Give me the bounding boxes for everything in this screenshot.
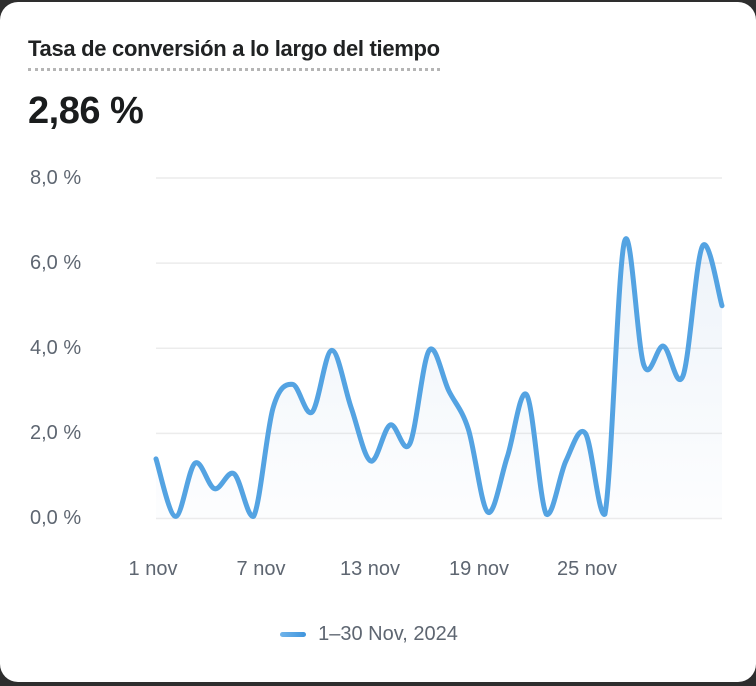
series-line <box>153 236 725 519</box>
kpi-conversion-rate: 2,86 % <box>28 90 144 132</box>
y-tick-label: 8,0 % <box>30 167 82 189</box>
x-tick-label: 1 nov <box>128 558 178 580</box>
legend-line-swatch-icon <box>280 631 307 637</box>
x-tick-label: 13 nov <box>339 558 401 580</box>
y-tick-label: 2,0 % <box>30 422 82 444</box>
legend-label: 1–30 Nov, 2024 <box>318 623 458 645</box>
chart-title[interactable]: Tasa de conversión a lo largo del tiempo <box>28 35 440 71</box>
y-tick-label: 6,0 % <box>30 252 82 274</box>
x-tick-label: 19 nov <box>448 558 510 580</box>
y-tick-label: 0,0 % <box>30 507 82 529</box>
series-area-fill <box>156 238 722 519</box>
x-tick-label: 7 nov <box>236 558 286 580</box>
legend: 1–30 Nov, 2024 <box>0 620 747 648</box>
y-tick-label: 4,0 % <box>30 337 82 359</box>
x-tick-label: 25 nov <box>556 558 618 580</box>
